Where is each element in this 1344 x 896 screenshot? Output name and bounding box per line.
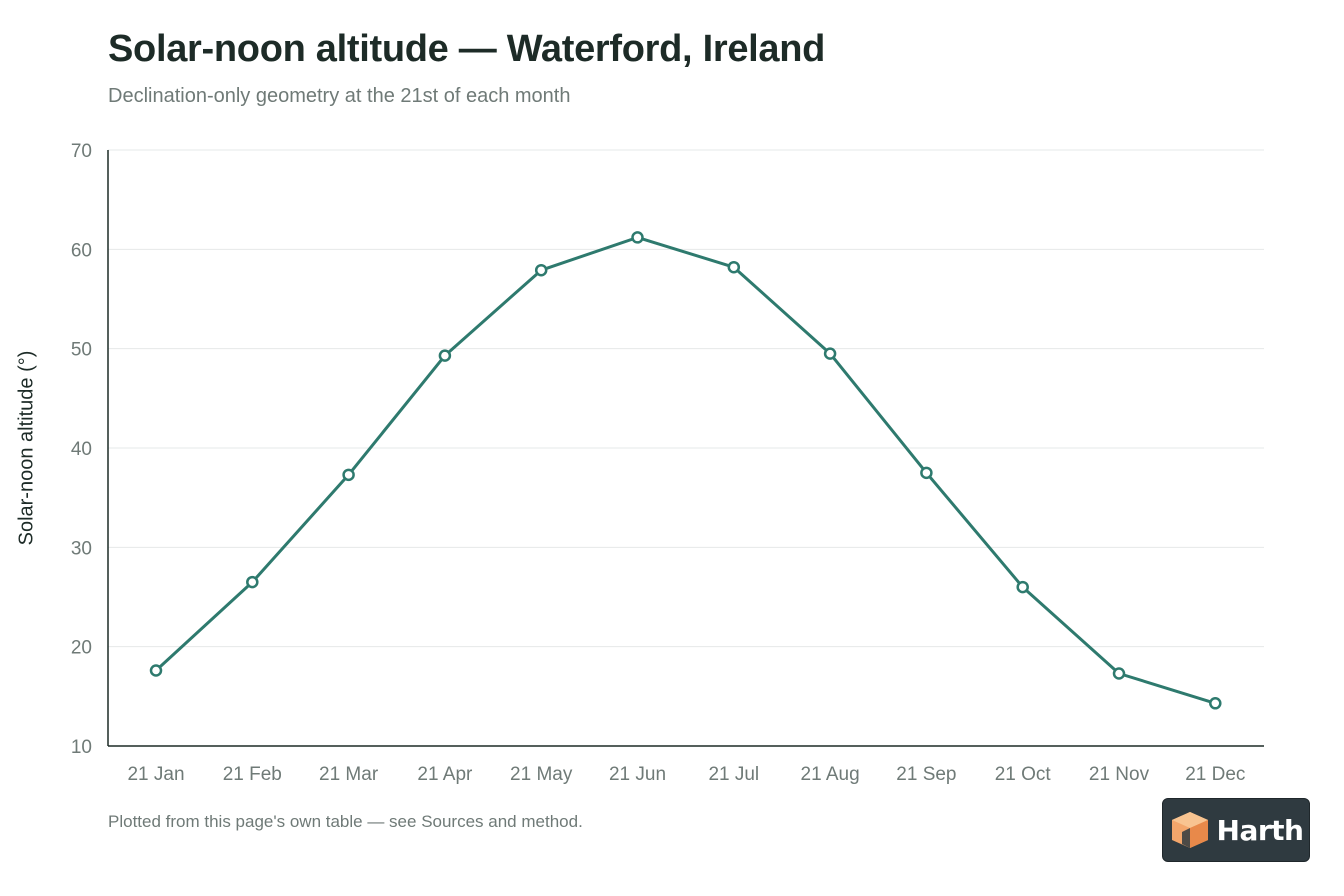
data-point (1112, 667, 1126, 680)
x-tick-label: 21 Jun (609, 764, 666, 785)
chart-subtitle: Declination-only geometry at the 21st of… (108, 85, 571, 107)
y-tick-label: 10 (71, 737, 92, 758)
y-tick-label: 40 (71, 439, 92, 460)
chart-title: Solar-noon altitude — Waterford, Ireland (108, 28, 826, 70)
x-tick-label: 21 Oct (995, 764, 1052, 785)
series-line (154, 235, 1217, 705)
data-point (1016, 580, 1029, 594)
x-tick-labels: 21 Jan 21 Feb 21 Mar 21 Apr 21 May 21 Jun 21 J… (127, 764, 1245, 785)
data-point (920, 466, 933, 480)
data-point (1209, 697, 1222, 710)
data-point (149, 664, 163, 677)
series-group (149, 231, 1222, 710)
x-tick-label: 21 Sep (896, 764, 956, 785)
x-tick-label: 21 Mar (319, 764, 379, 785)
data-point (823, 347, 837, 360)
x-tick-label: 21 Aug (801, 764, 860, 785)
axes (107, 150, 1264, 747)
harth-logo: Harth (1162, 798, 1310, 862)
y-tick-label: 30 (71, 538, 92, 559)
x-tick-label: 21 Nov (1089, 764, 1150, 785)
data-point (438, 349, 452, 362)
y-tick-label: 70 (71, 141, 92, 162)
data-point (727, 260, 741, 274)
logo-text: Harth (1216, 813, 1304, 847)
data-point (342, 468, 355, 482)
y-tick-label: 60 (71, 240, 92, 261)
x-tick-label: 21 May (510, 764, 573, 785)
x-tick-label: 21 Jul (708, 764, 759, 785)
footnote: Plotted from this page's own table — see… (108, 812, 583, 831)
y-tick-label: 20 (71, 638, 92, 659)
x-tick-label: 21 Dec (1185, 764, 1245, 785)
data-point (631, 231, 644, 244)
harth-logo-icon (1171, 812, 1208, 848)
x-tick-label: 21 Feb (223, 764, 282, 785)
x-tick-label: 21 Apr (417, 764, 473, 785)
y-tick-label: 50 (71, 340, 92, 361)
data-point (246, 575, 259, 589)
grid-lines (108, 149, 1264, 648)
y-tick-labels: 10 20 30 40 50 60 70 (71, 141, 92, 758)
data-point (534, 263, 548, 277)
x-tick-label: 21 Jan (127, 764, 184, 785)
